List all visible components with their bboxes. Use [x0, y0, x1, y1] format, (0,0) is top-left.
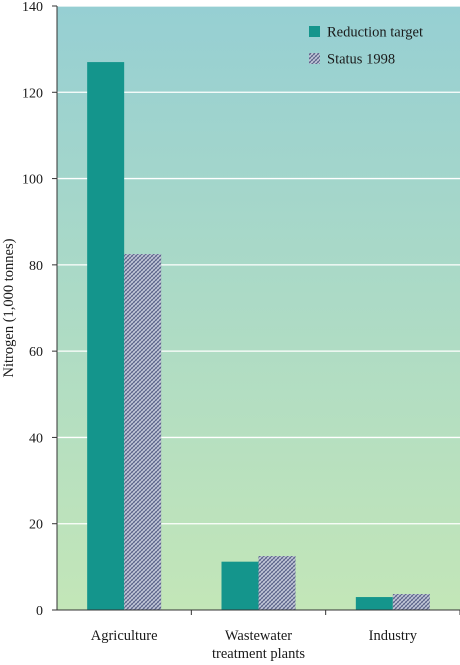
y-tick-label: 20 [29, 518, 43, 533]
y-tick-label: 40 [29, 431, 43, 446]
category-label: Industry [369, 628, 418, 644]
legend: Reduction target Status 1998 [309, 25, 423, 68]
x-axis-labels: Agriculture Wastewater treatment plants Ind… [91, 610, 460, 662]
y-tick-label: 120 [22, 86, 43, 101]
bar-reduction-target-0 [87, 62, 125, 611]
y-axis-title: Nitrogen (1,000 tonnes) [1, 238, 17, 377]
bars [87, 62, 430, 611]
bar-reduction-target-1 [221, 561, 259, 610]
y-tick-label: 0 [36, 604, 43, 619]
y-axis-ticks: 0 20 40 60 80 100 120 140 [22, 0, 57, 619]
legend-label: Reduction target [327, 25, 423, 41]
y-tick-label: 80 [29, 259, 43, 274]
category-label: Wastewater treatment plants [212, 628, 305, 662]
bar-status-1998-0 [124, 254, 162, 611]
legend-swatch [309, 26, 320, 37]
y-tick-label: 60 [29, 345, 43, 360]
bar-status-1998-1 [258, 556, 296, 610]
legend-swatch [309, 53, 320, 64]
y-tick-label: 140 [22, 0, 43, 15]
bar-reduction-target-2 [355, 597, 393, 610]
category-label: Agriculture [91, 628, 158, 644]
y-tick-label: 100 [22, 173, 43, 188]
bar-status-1998-2 [392, 594, 430, 610]
legend-label: Status 1998 [327, 52, 395, 68]
